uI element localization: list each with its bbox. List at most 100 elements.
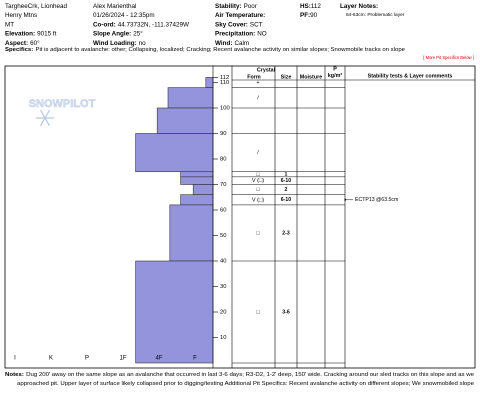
hardness-bar <box>180 171 214 178</box>
header-field: Henry Mtns <box>5 12 37 19</box>
grain-form: V (□) <box>252 178 264 184</box>
field-label: Precipitation: <box>215 30 255 37</box>
grain-form: □ <box>256 230 260 236</box>
depth-label: 30 <box>220 284 226 290</box>
hardness-bar <box>169 204 214 262</box>
header-field: Wind Loading: no <box>93 39 146 46</box>
field-value: TargheeCrk, Lionhead <box>5 3 67 10</box>
grain-form: / <box>257 150 259 156</box>
field-value: 01/26/2024 - 12:35pm <box>93 12 155 19</box>
field-label: Wind: <box>215 39 232 46</box>
grain-size: 6-10 <box>281 197 291 203</box>
header-field: MT <box>5 21 14 28</box>
stability-test: ECTP13 @63.5cm <box>355 197 398 203</box>
table-header: Form <box>247 74 261 80</box>
header-field: 64-63cm: Problematic layer <box>346 12 405 18</box>
specifics-label: Specifics: <box>5 47 33 53</box>
field-value: 9015 ft <box>37 30 57 37</box>
more-link: [ More Pit Specifics Below ] <box>423 55 474 60</box>
depth-label: 90 <box>220 131 226 137</box>
header-field: Slope Angle: 25° <box>93 29 143 37</box>
table-header: Moisture <box>300 74 322 80</box>
header-field: Precipitation: NO <box>215 30 267 37</box>
hardness-label: I <box>14 356 16 362</box>
hardness-bar <box>135 133 214 173</box>
notes-text: Dug 200' away on the same slope as an av… <box>26 372 474 378</box>
grain-form: □ <box>256 187 260 193</box>
depth-label: 70 <box>220 182 226 188</box>
hardness-bar <box>156 107 214 134</box>
chart-frame <box>4 65 476 369</box>
grain-form: □ <box>256 172 260 178</box>
header-field: 01/26/2024 - 12:35pm <box>93 12 155 19</box>
notes-label: Notes: <box>5 372 24 378</box>
table-header: P <box>333 66 337 72</box>
field-label: Wind Loading: <box>93 39 137 46</box>
grain-form: + <box>256 80 259 86</box>
field-value: Alex Marienthal <box>93 3 136 10</box>
hardness-label: K <box>49 356 53 362</box>
hardness-label: 1F <box>119 356 126 362</box>
logo: SNOWPILOT <box>29 98 96 110</box>
field-label: Air Temperature: <box>215 12 265 19</box>
field-value: 64-63cm: Problematic layer <box>346 12 405 18</box>
hardness-bar <box>180 194 214 206</box>
hardness-bar <box>135 260 214 364</box>
specifics-value: Pit is adjacent to avalanche: other; Col… <box>35 47 405 53</box>
depth-label: 50 <box>220 233 226 239</box>
field-label: Aspect: <box>5 39 28 46</box>
header-field: Layer Notes: <box>340 3 378 10</box>
hardness-bar <box>167 87 214 109</box>
field-label: Elevation: <box>5 30 35 37</box>
notes-text: approached pit. Upper layer of surface l… <box>17 381 474 387</box>
table-header: kg/m³ <box>328 73 343 79</box>
grain-size: 2 <box>285 187 288 193</box>
header-field: Stability: Poor <box>215 3 257 10</box>
grain-size: 2-3 <box>282 230 290 236</box>
header-field: Air Temperature: <box>215 12 265 19</box>
depth-label: 110 <box>220 80 229 86</box>
grain-size: 3-6 <box>282 309 290 315</box>
hardness-label: 4F <box>155 356 162 362</box>
notes-line: approached pit. Upper layer of surface l… <box>17 381 474 387</box>
grain-form: / <box>257 95 259 101</box>
hardness-label: F <box>193 356 197 362</box>
header-field: Alex Marienthal <box>93 3 136 10</box>
field-value: 60° <box>30 38 40 46</box>
depth-label: 20 <box>220 310 226 316</box>
field-value: no <box>139 39 147 46</box>
depth-label: 80 <box>220 157 226 163</box>
header-field: Wind: Calm <box>215 39 249 46</box>
depth-label: 10 <box>220 335 226 341</box>
field-value: 25° <box>133 29 143 37</box>
table-header: Stability tests & Layer comments <box>368 73 453 79</box>
header-field: Aspect: 60° <box>5 38 40 46</box>
field-label: PF: <box>300 12 310 19</box>
field-value: 112 <box>311 3 322 10</box>
notes-line: Notes: Dug 200' away on the same slope as… <box>5 372 474 378</box>
grain-size: 1 <box>285 172 288 178</box>
header-field: Sky Cover: SCT <box>215 21 263 28</box>
hardness-label: P <box>85 356 89 362</box>
field-value: MT <box>5 21 14 28</box>
field-label: Slope Angle: <box>93 30 131 37</box>
grain-size: 6-10 <box>281 178 291 184</box>
depth-label: 40 <box>220 259 226 265</box>
header-field: PF:90 <box>300 12 318 19</box>
field-value: Henry Mtns <box>5 12 37 19</box>
field-label: HS: <box>300 3 311 10</box>
header-field: Co-ord: 44.73732N, -111.37429W <box>93 21 189 28</box>
hardness-bar <box>192 184 214 195</box>
field-value: 90 <box>310 12 318 19</box>
field-value: NO <box>257 30 267 37</box>
depth-label: 60 <box>220 208 226 214</box>
header-field: TargheeCrk, Lionhead <box>5 3 67 10</box>
field-value: SCT <box>250 21 263 28</box>
table-header: Size <box>281 74 292 80</box>
field-label: Sky Cover: <box>215 21 248 28</box>
depth-label: 112 <box>220 75 229 81</box>
field-label: Co-ord: <box>93 21 116 28</box>
specifics: Specifics: Pit is adjacent to avalanche: … <box>5 47 405 53</box>
